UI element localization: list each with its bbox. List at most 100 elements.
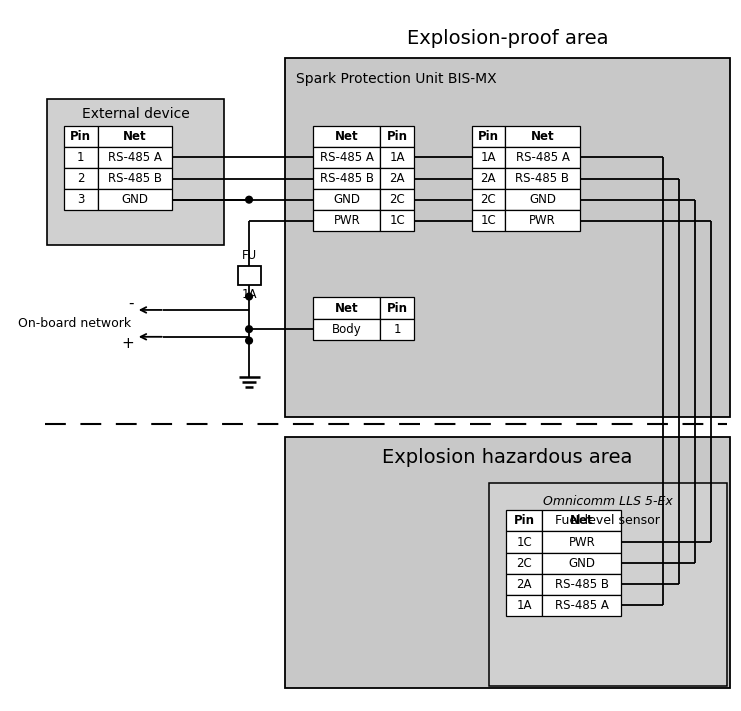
Text: Pin: Pin [70, 130, 91, 143]
Bar [64, 126, 98, 147]
Text: GND: GND [122, 193, 148, 206]
Text: Explosion-proof area: Explosion-proof area [407, 29, 608, 48]
Text: 2A: 2A [481, 172, 496, 185]
Bar [380, 297, 414, 319]
Circle shape [246, 326, 253, 333]
Text: External device: External device [82, 107, 189, 122]
Text: 1A: 1A [481, 151, 496, 164]
Text: FU: FU [242, 249, 256, 262]
Bar [64, 189, 98, 210]
Bar [380, 210, 414, 231]
Text: +: + [122, 336, 134, 351]
Text: Pin: Pin [514, 515, 535, 528]
Bar [98, 168, 173, 189]
Bar [489, 483, 727, 686]
Bar [506, 531, 542, 552]
Bar [505, 210, 580, 231]
Text: Net: Net [570, 515, 594, 528]
Bar [313, 189, 380, 210]
Bar [313, 147, 380, 168]
Bar [380, 126, 414, 147]
Text: GND: GND [333, 193, 360, 206]
Bar [313, 319, 380, 340]
Bar [542, 531, 621, 552]
Text: 1C: 1C [480, 214, 496, 228]
Bar [505, 126, 580, 147]
Text: 1C: 1C [516, 535, 532, 548]
Bar [380, 319, 414, 340]
Bar [471, 126, 505, 147]
Bar [542, 510, 621, 531]
Text: Net: Net [531, 130, 554, 143]
Text: Pin: Pin [478, 130, 499, 143]
Text: -: - [128, 296, 134, 311]
Bar [313, 297, 380, 319]
Bar [313, 126, 380, 147]
Text: Pin: Pin [387, 301, 408, 314]
Text: Explosion hazardous area: Explosion hazardous area [382, 448, 633, 467]
Bar [471, 210, 505, 231]
Bar [542, 552, 621, 574]
Text: 2C: 2C [389, 193, 405, 206]
Bar [471, 147, 505, 168]
Text: RS-485 B: RS-485 B [320, 172, 374, 185]
Text: GND: GND [529, 193, 556, 206]
Bar [313, 210, 380, 231]
Text: Pin: Pin [387, 130, 408, 143]
Bar [313, 168, 380, 189]
Text: 2C: 2C [516, 557, 532, 570]
Text: RS-485 A: RS-485 A [516, 151, 569, 164]
Text: RS-485 B: RS-485 B [108, 172, 162, 185]
Text: RS-485 B: RS-485 B [555, 578, 609, 591]
Text: 1A: 1A [516, 599, 532, 611]
Text: RS-485 A: RS-485 A [320, 151, 373, 164]
Bar [506, 552, 542, 574]
Text: Spark Protection Unit BIS-MX: Spark Protection Unit BIS-MX [296, 72, 496, 86]
Bar [238, 266, 261, 285]
Text: PWR: PWR [568, 535, 595, 548]
Text: Fuel level sensor: Fuel level sensor [555, 515, 660, 528]
Bar [380, 147, 414, 168]
Text: On-board network: On-board network [18, 317, 131, 330]
Text: 1: 1 [393, 323, 401, 336]
Text: 3: 3 [77, 193, 84, 206]
Bar [471, 168, 505, 189]
Text: Net: Net [335, 301, 359, 314]
Text: GND: GND [568, 557, 595, 570]
Text: Net: Net [123, 130, 147, 143]
Text: RS-485 A: RS-485 A [555, 599, 609, 611]
Text: 2: 2 [77, 172, 84, 185]
Bar [98, 126, 173, 147]
Bar [285, 58, 731, 417]
Bar [64, 168, 98, 189]
Bar [47, 99, 224, 245]
Text: PWR: PWR [529, 214, 556, 228]
Bar [506, 595, 542, 616]
Bar [542, 595, 621, 616]
Text: 2A: 2A [516, 578, 532, 591]
Bar [506, 510, 542, 531]
Text: PWR: PWR [333, 214, 360, 228]
Bar [505, 168, 580, 189]
Text: 1A: 1A [242, 288, 257, 301]
Bar [380, 168, 414, 189]
Bar [285, 437, 731, 688]
Text: RS-485 A: RS-485 A [108, 151, 162, 164]
Bar [98, 147, 173, 168]
Bar [542, 574, 621, 595]
Text: Body: Body [332, 323, 362, 336]
Text: Net: Net [335, 130, 359, 143]
Circle shape [246, 196, 253, 203]
Bar [64, 147, 98, 168]
Text: 2C: 2C [480, 193, 496, 206]
Circle shape [246, 293, 253, 300]
Bar [506, 574, 542, 595]
Bar [380, 189, 414, 210]
Text: 1A: 1A [390, 151, 405, 164]
Bar [98, 189, 173, 210]
Bar [505, 189, 580, 210]
Circle shape [246, 337, 253, 344]
Bar [471, 189, 505, 210]
Text: 1: 1 [77, 151, 84, 164]
Bar [505, 147, 580, 168]
